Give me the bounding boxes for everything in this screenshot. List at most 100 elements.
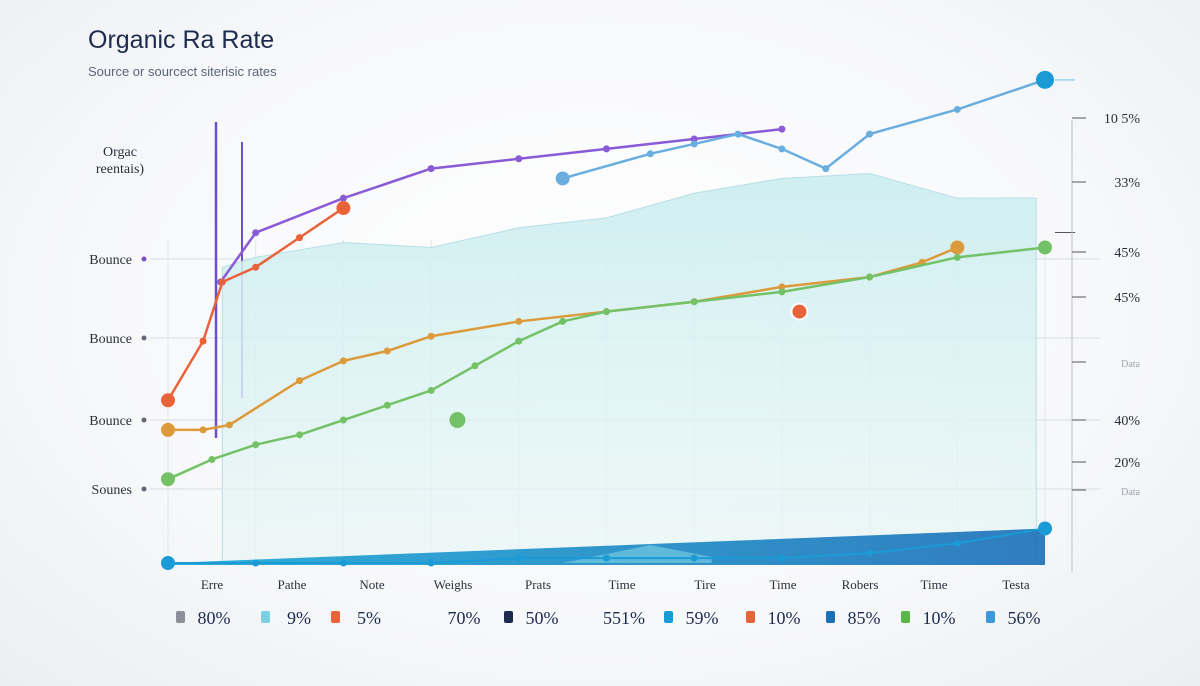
data-point [603,554,610,562]
data-point [218,278,226,286]
x-tick-label: Prats [525,577,551,592]
data-point [734,130,742,138]
highlight-point [1036,70,1054,89]
left-tick-dot [141,417,147,423]
highlight-point [449,412,466,429]
bottom-value-label: 9% [287,608,311,628]
data-point [471,362,479,370]
bottom-value-label: 80% [198,608,231,628]
right-tick-label: 40% [1114,414,1140,429]
data-point [559,317,567,325]
data-point [515,337,523,345]
left-tick-label: Sounes [92,483,132,498]
series-line [562,78,1046,180]
data-point [225,421,233,429]
bottom-value-label: 56% [1008,608,1041,628]
data-point [252,263,260,271]
data-point [427,165,435,173]
x-tick-label: Time [921,577,948,592]
x-tick-label: Erre [201,577,224,592]
data-point [646,150,654,158]
bottom-value-label: 5% [357,608,381,628]
value-icon [986,611,995,623]
left-tick-label: Bounce [89,332,132,347]
right-tick-label: Data [1121,487,1140,498]
right-tick-label: 45% [1114,291,1140,306]
series-line [167,246,1046,481]
series-line [219,127,783,283]
bottom-value-label: 70% [448,608,481,628]
value-icon [826,611,835,623]
right-tick-label: Data [1121,359,1140,370]
data-point [953,253,961,261]
value-icon [261,611,270,623]
data-point [866,273,874,281]
value-icon [664,611,673,623]
highlight-point [790,302,809,321]
data-point [252,441,260,449]
data-point [690,298,698,306]
data-point [296,234,304,242]
x-tick-label: Tire [694,577,715,592]
left-tick-dot [141,256,147,262]
data-point [953,105,961,113]
right-tick-label: 20% [1114,456,1140,471]
data-point [866,549,874,557]
value-icon [746,611,755,623]
bottom-value-label: 10% [768,608,801,628]
data-point [778,554,786,562]
chart-subtitle: Source or sourcect siterisic rates [88,64,277,79]
data-point [383,347,391,355]
bottom-value-label: 85% [848,608,881,628]
data-point [199,426,207,434]
x-tick-label: Pathe [278,577,307,592]
data-point [339,357,347,365]
chart-title: Organic Ra Rate [88,26,275,54]
data-point [1038,521,1052,536]
x-tick-label: Weighs [434,577,473,592]
data-point [950,240,965,255]
x-tick-label: Time [770,577,797,592]
data-point [208,455,216,463]
data-point [690,135,698,143]
data-point [252,229,260,237]
data-point [778,125,786,133]
x-tick-label: Time [609,577,636,592]
data-point [339,416,347,424]
value-icon [504,611,513,623]
data-point [339,559,347,567]
data-point [252,559,260,567]
bottom-value-label: 10% [923,608,956,628]
data-point [427,332,435,340]
bottom-value-label: 59% [686,608,719,628]
value-icon [331,611,340,623]
data-point [822,165,830,173]
left-tick-label: Bounce [89,414,132,429]
data-point [339,194,347,202]
data-point [515,554,523,562]
left-tick-dot [141,486,147,492]
right-tick-label: 45% [1114,246,1140,261]
data-point [383,401,391,409]
series-line [166,207,345,401]
shaded-area [221,173,1037,564]
data-point [690,140,698,148]
data-point [161,422,175,437]
data-point [515,155,523,163]
x-tick-label: Note [359,577,385,592]
y-axis-label: Orgac reentais) [70,144,170,178]
y-axis-label-line-2: reentais) [95,162,145,177]
x-tick-label: Testa [1002,577,1029,592]
left-tick-label: Bounce [89,253,132,268]
data-point [866,130,874,138]
data-point [555,171,570,186]
data-point [603,145,610,153]
left-tick-dot [141,335,147,341]
data-point [161,393,175,408]
data-point [603,308,610,316]
data-point [427,386,435,394]
value-icon [901,611,910,623]
right-tick-label: 33% [1114,176,1140,191]
value-icon [176,611,185,623]
